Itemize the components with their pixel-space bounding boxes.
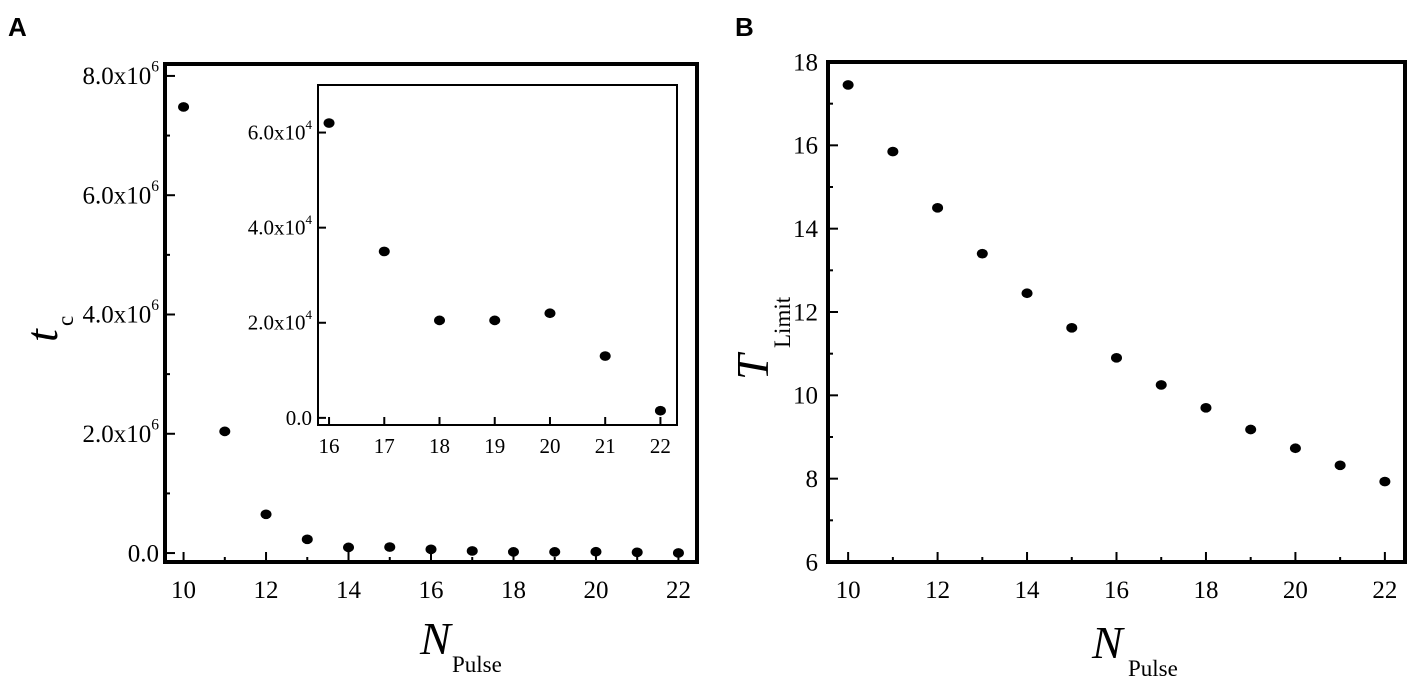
panel-a-inset-x-tick-label: 19 — [484, 434, 505, 458]
panel-b-y-tick-label: 10 — [793, 383, 818, 410]
panel-a-data-point — [631, 547, 643, 558]
panel-a-data-point — [301, 534, 313, 545]
panel-a-inset-x-tick-label: 17 — [374, 434, 395, 458]
panel-b-y-tick-label: 18 — [793, 49, 818, 76]
panel-a-x-tick-label: 18 — [501, 577, 526, 604]
panel-b-data-point — [842, 80, 854, 90]
panel-b-y-tick-label: 6 — [806, 549, 819, 576]
panel-a-ylabel: t — [16, 328, 67, 342]
panel-a-chart: 10 12 14 16 18 20 22 0.0 2.0x106 4.0x106 6.0x106 8.… — [83, 59, 699, 604]
panel-b-data-point — [1066, 322, 1078, 333]
panel-letter-a: A — [8, 12, 27, 42]
panel-a-inset-x-tick-label: 22 — [650, 434, 671, 458]
panel-a-inset-data-point — [654, 405, 666, 416]
panel-b-ylabel: T — [727, 351, 778, 380]
panel-a-plot-frame — [163, 62, 699, 564]
panel-b-y-tick-label: 8 — [806, 466, 819, 493]
panel-b-x-tick-label: 20 — [1283, 577, 1308, 604]
panel-a-inset-y-tick-label: 2.0x104 — [248, 307, 313, 335]
panel-b-y-tick-label: 14 — [793, 216, 819, 243]
panel-a-inset-data-point — [378, 246, 390, 257]
panel-a-data-point — [590, 546, 602, 557]
panel-a-inset-y-tick-label: 0.0 — [286, 406, 312, 430]
panel-a-inset-x-tick-label: 18 — [429, 434, 450, 458]
panel-a-inset-data-point — [323, 118, 335, 128]
panel-a-inset-data-point — [544, 308, 556, 319]
panel-a-y-tick-label: 8.0x106 — [83, 59, 160, 91]
panel-a-data-point — [260, 509, 272, 520]
panel-b-x-tick-label: 22 — [1372, 577, 1397, 604]
panel-a-inset-chart: 16 17 18 19 20 21 22 0.0 2.0x104 4.0x104 6.0x104 — [248, 84, 678, 458]
panel-a-xlabel-sub: Pulse — [452, 652, 502, 677]
panel-a-x-tick-label: 22 — [666, 577, 691, 604]
panel-a-data-point — [549, 547, 561, 557]
panel-a-data-point — [219, 426, 231, 437]
panel-a-data-point — [384, 542, 396, 552]
panel-b-data-point — [932, 202, 944, 213]
panel-a-x-tick-label: 14 — [336, 577, 362, 604]
panel-b-xlabel: N — [1091, 617, 1125, 668]
panel-b-data-point — [1245, 424, 1257, 435]
panel-a-y-tick-label: 6.0x106 — [83, 178, 160, 210]
panel-b-x-tick-label: 16 — [1104, 577, 1129, 604]
panel-a-inset-y-tick-label: 4.0x104 — [248, 212, 313, 240]
panel-a-data-point — [178, 102, 190, 112]
panel-a-inset-x-tick-label: 21 — [595, 434, 616, 458]
panel-b-xlabel-sub: Pulse — [1128, 656, 1178, 681]
panel-a-y-tick-label: 0.0 — [128, 540, 159, 567]
panel-b-data-point — [1334, 460, 1346, 471]
panel-a-data-point — [507, 547, 519, 557]
panel-a-inset-data-point — [434, 315, 446, 326]
panel-b-data-point — [1289, 443, 1301, 454]
panel-a-ylabel-sub: c — [53, 316, 78, 326]
panel-a-inset-x-tick-label: 16 — [319, 434, 340, 458]
panel-a-inset-data-point — [599, 351, 611, 361]
panel-b-x-tick-label: 14 — [1015, 577, 1041, 604]
panel-a-x-tick-label: 20 — [583, 577, 608, 604]
panel-b-data-point — [1200, 402, 1212, 413]
panel-b-chart: 10 12 14 16 18 20 22 6 8 10 12 14 16 18 — [793, 49, 1407, 604]
panel-a-data-point — [425, 544, 437, 555]
panel-a-x-tick-label: 12 — [254, 577, 279, 604]
panel-a-inset-y-tick-label: 6.0x104 — [248, 117, 313, 145]
panel-b-data-point — [976, 248, 988, 259]
panel-b-data-point — [1021, 288, 1033, 299]
panel-a-data-point — [466, 546, 478, 556]
panel-a-y-tick-label: 4.0x106 — [83, 297, 160, 329]
panel-a-x-tick-label: 10 — [171, 577, 196, 604]
panel-b-x-tick-label: 18 — [1193, 577, 1218, 604]
panel-a-xlabel: N — [419, 613, 453, 664]
panel-b-data-point — [887, 146, 899, 157]
panel-b-data-point — [1111, 352, 1122, 363]
panel-a-data-point — [672, 548, 684, 558]
panel-a-y-tick-label: 2.0x106 — [83, 417, 160, 449]
panel-b-x-tick-label: 12 — [925, 577, 950, 604]
panel-a-data-point — [343, 542, 355, 553]
panel-letter-b: B — [735, 12, 754, 42]
panel-b-data-point — [1155, 380, 1167, 390]
panel-b-plot-frame — [826, 60, 1407, 564]
panel-b-x-tick-label: 10 — [836, 577, 861, 604]
panel-b-y-tick-label: 16 — [793, 133, 818, 160]
panel-b-data-point — [1379, 476, 1391, 487]
panel-a-inset-plot-frame — [317, 84, 678, 426]
panel-a-x-tick-label: 16 — [419, 577, 444, 604]
panel-a-inset-data-point — [489, 315, 501, 326]
panel-a-inset-x-tick-label: 20 — [539, 434, 560, 458]
panel-b-ylabel-sub: Limit — [770, 296, 795, 348]
panel-b-y-tick-label: 12 — [793, 299, 818, 326]
